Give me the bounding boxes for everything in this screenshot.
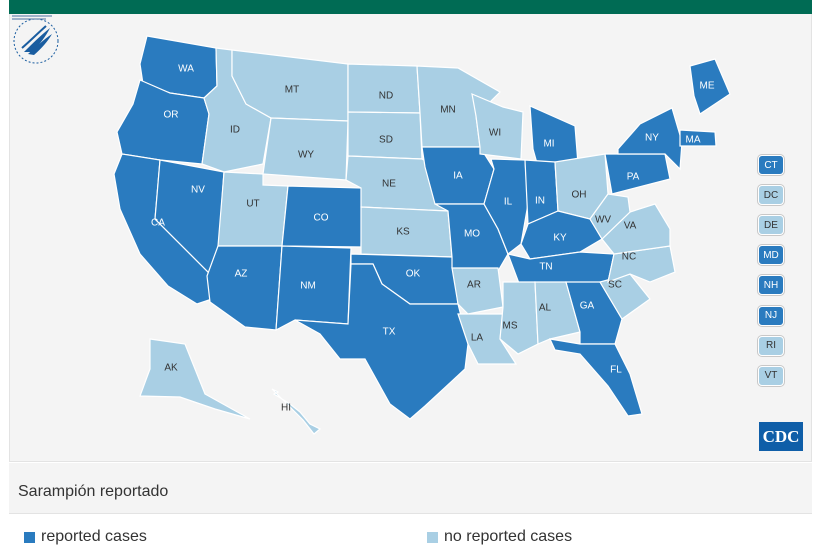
state-label-ut: UT bbox=[246, 199, 259, 210]
state-wi[interactable] bbox=[471, 93, 524, 160]
state-label-id: ID bbox=[230, 125, 240, 136]
state-tx[interactable] bbox=[294, 263, 469, 420]
small-state-dc[interactable]: DC bbox=[758, 185, 784, 206]
small-state-label: NH bbox=[763, 279, 779, 291]
state-label-mo: MO bbox=[464, 229, 480, 240]
state-label-nd: ND bbox=[379, 91, 393, 102]
state-label-ga: GA bbox=[580, 301, 595, 312]
cdc-tagline bbox=[12, 15, 52, 20]
small-state-label: NJ bbox=[764, 310, 778, 321]
state-label-ia: IA bbox=[453, 171, 463, 182]
state-label-sd: SD bbox=[379, 135, 393, 146]
cdc-logo: CDC bbox=[759, 422, 803, 451]
state-label-me: ME bbox=[700, 81, 715, 92]
state-label-oh: OH bbox=[572, 190, 587, 201]
legend-reported-swatch bbox=[24, 531, 35, 543]
state-ak[interactable] bbox=[139, 338, 251, 420]
small-state-de[interactable]: DE bbox=[758, 215, 784, 236]
state-label-ky: KY bbox=[553, 233, 567, 244]
small-state-nj[interactable]: NJ bbox=[758, 305, 784, 326]
state-label-mn: MN bbox=[440, 105, 456, 116]
caption-bar: Sarampión reportado bbox=[9, 463, 812, 514]
state-label-az: AZ bbox=[235, 269, 248, 280]
legend: reported cases no reported cases bbox=[9, 513, 812, 555]
state-fl[interactable] bbox=[548, 338, 643, 417]
small-state-label: MD bbox=[763, 249, 779, 261]
small-state-nh[interactable]: NH bbox=[758, 275, 784, 296]
state-label-co: CO bbox=[314, 213, 329, 224]
state-label-sc: SC bbox=[608, 280, 622, 291]
state-label-mi: MI bbox=[543, 139, 554, 150]
state-label-la: LA bbox=[471, 333, 484, 344]
legend-none: no reported cases bbox=[427, 528, 572, 546]
state-label-tn: TN bbox=[539, 262, 552, 273]
legend-none-label: no reported cases bbox=[444, 528, 573, 545]
state-label-ks: KS bbox=[396, 227, 410, 238]
small-state-label: VT bbox=[764, 370, 778, 382]
state-label-mt: MT bbox=[285, 85, 299, 96]
state-label-tx: TX bbox=[383, 327, 396, 338]
state-ar[interactable] bbox=[451, 267, 504, 315]
map-panel: WA OR CA NV ID MT WY UT AZ CO NM ND SD NE KS OK TX MN IA MO… bbox=[9, 14, 812, 462]
state-label-fl: FL bbox=[610, 365, 622, 376]
small-state-vt[interactable]: VT bbox=[758, 365, 784, 386]
state-ms[interactable] bbox=[499, 281, 539, 355]
state-label-in: IN bbox=[535, 196, 545, 207]
state-label-ar: AR bbox=[467, 280, 481, 291]
state-label-wi: WI bbox=[489, 128, 501, 139]
state-or[interactable] bbox=[116, 79, 210, 165]
state-label-ak: AK bbox=[164, 363, 178, 374]
legend-none-swatch bbox=[427, 531, 438, 543]
state-label-ma: MA bbox=[686, 135, 701, 146]
cdc-logo-text: CDC bbox=[762, 426, 800, 446]
small-state-label: RI bbox=[766, 340, 776, 352]
map-title: Sarampión reportado bbox=[18, 483, 169, 500]
small-state-md[interactable]: MD bbox=[758, 245, 784, 266]
state-label-nv: NV bbox=[191, 185, 205, 196]
state-tn[interactable] bbox=[507, 251, 615, 287]
us-map: WA OR CA NV ID MT WY UT AZ CO NM ND SD NE KS OK TX MN IA MO… bbox=[113, 35, 731, 435]
state-label-ny: NY bbox=[645, 133, 659, 144]
small-state-ri[interactable]: RI bbox=[758, 335, 784, 356]
small-state-label: CT bbox=[764, 159, 778, 171]
state-label-ms: MS bbox=[503, 321, 518, 332]
legend-reported-label: reported cases bbox=[41, 528, 147, 545]
state-az[interactable] bbox=[206, 245, 283, 331]
state-wv[interactable] bbox=[589, 193, 631, 240]
state-label-al: AL bbox=[539, 303, 552, 314]
state-nd[interactable] bbox=[347, 63, 421, 114]
state-label-nc: NC bbox=[622, 252, 636, 263]
state-label-or: OR bbox=[164, 110, 179, 121]
state-ny[interactable] bbox=[617, 107, 683, 171]
state-me[interactable] bbox=[689, 58, 731, 115]
state-ma[interactable] bbox=[679, 129, 717, 147]
state-label-nm: NM bbox=[300, 281, 316, 292]
small-state-ct[interactable]: CT bbox=[758, 155, 784, 175]
small-state-label: DE bbox=[764, 219, 778, 231]
legend-reported: reported cases bbox=[24, 528, 147, 546]
state-label-ca: CA bbox=[151, 218, 165, 229]
top-bar bbox=[9, 0, 812, 14]
small-state-label: DC bbox=[763, 189, 779, 201]
state-label-il: IL bbox=[504, 197, 513, 208]
state-label-pa: PA bbox=[627, 172, 640, 183]
state-label-wv: WV bbox=[595, 215, 611, 226]
state-label-hi: HI bbox=[281, 403, 291, 414]
state-label-ne: NE bbox=[382, 179, 396, 190]
state-label-va: VA bbox=[624, 221, 637, 232]
state-label-wy: WY bbox=[298, 150, 314, 161]
state-hi[interactable] bbox=[271, 388, 322, 435]
hhs-logo bbox=[13, 18, 59, 64]
state-label-ok: OK bbox=[406, 269, 421, 280]
state-al[interactable] bbox=[534, 281, 581, 345]
state-label-wa: WA bbox=[178, 64, 194, 75]
